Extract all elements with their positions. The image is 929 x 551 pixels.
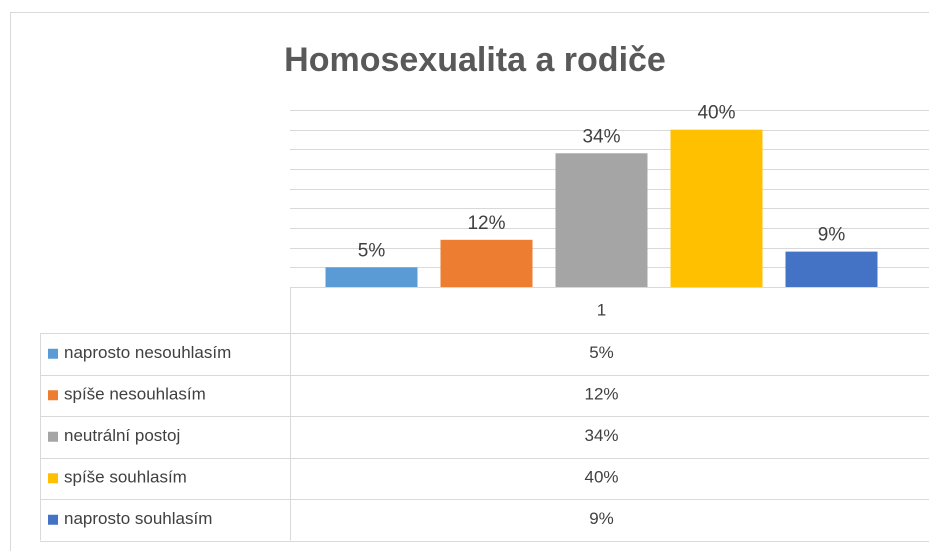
legend-key xyxy=(48,390,58,401)
legend-label: neutrální postoj xyxy=(64,426,180,445)
data-label: 9% xyxy=(818,225,846,246)
legend-label: naprosto nesouhlasím xyxy=(64,343,231,362)
bar xyxy=(785,251,878,287)
data-label: 5% xyxy=(358,240,386,261)
table-value: 5% xyxy=(589,343,614,362)
legend-label: spíše nesouhlasím xyxy=(64,385,206,404)
legend-label: naprosto souhlasím xyxy=(64,509,212,528)
data-label: 40% xyxy=(697,103,735,124)
bar xyxy=(670,129,763,287)
bar xyxy=(325,267,418,287)
legend-key xyxy=(48,514,58,525)
legend-key xyxy=(48,473,58,484)
table-value: 34% xyxy=(584,426,618,445)
data-label: 34% xyxy=(582,126,620,147)
legend-key xyxy=(48,348,58,359)
chart-title: Homosexualita a rodiče xyxy=(284,41,666,79)
table-value: 40% xyxy=(584,468,618,487)
data-label: 12% xyxy=(467,213,505,234)
legend-key xyxy=(48,431,58,442)
table-value: 9% xyxy=(589,509,614,528)
bar xyxy=(555,153,648,287)
table-value: 12% xyxy=(584,385,618,404)
x-tick-label: 1 xyxy=(597,300,606,319)
legend-label: spíše souhlasím xyxy=(64,468,187,487)
bar xyxy=(440,239,533,287)
